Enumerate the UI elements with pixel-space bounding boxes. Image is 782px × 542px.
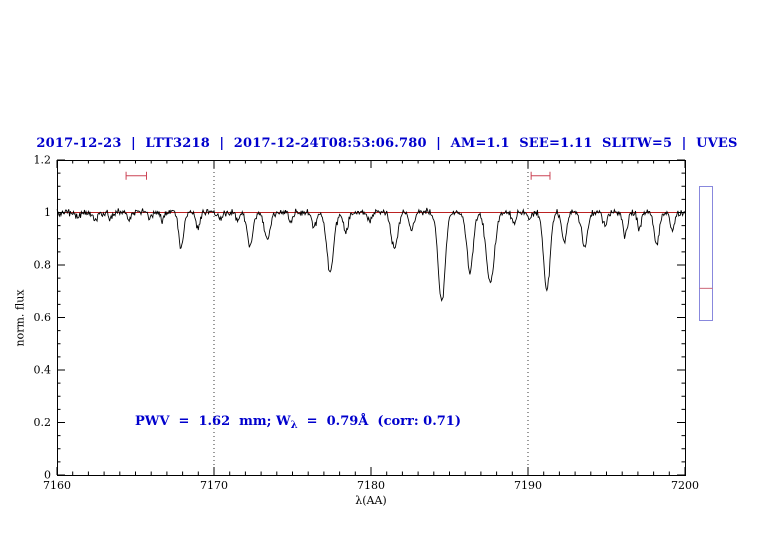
y-tick-label: 0.4 [34,364,52,377]
flux-scale-bar [699,186,713,321]
y-tick-label: 0.6 [34,311,52,324]
y-tick-label: 0.2 [34,416,52,429]
x-tick-label: 7160 [43,479,71,492]
pwv-annotation: PWV = 1.62 mm; Wλ = 0.79Å (corr: 0.71) [135,414,461,431]
tick-labels: 7160 7170 7180 7190 7200 0 0.2 0.4 0.6 0.8 1 1.2 [34,154,700,493]
y-tick-label: 0 [44,469,51,482]
x-tick-label: 7180 [357,479,385,492]
y-tick-label: 1.2 [34,154,52,167]
x-axis-label: λ(AA) [355,494,387,507]
plot-title: 2017-12-23 | LTT3218 | 2017-12-24T08:53:… [36,136,738,151]
lambda-subscript: λ [290,420,298,431]
x-tick-label: 7200 [671,479,699,492]
range-marker [125,171,147,180]
pwv-annotation-text-tail: = 0.79Å (corr: 0.71) [297,414,461,429]
x-tick-label: 7190 [514,479,542,492]
y-tick-label: 0.8 [34,259,52,272]
y-axis-label: norm. flux [13,289,27,347]
pwv-annotation-text: PWV = 1.62 mm; W [135,414,291,429]
y-tick-label: 1 [44,206,51,219]
axis-ticks [56,159,686,476]
spectrum-line [56,207,686,302]
range-marker [530,171,551,180]
x-tick-label: 7170 [200,479,228,492]
